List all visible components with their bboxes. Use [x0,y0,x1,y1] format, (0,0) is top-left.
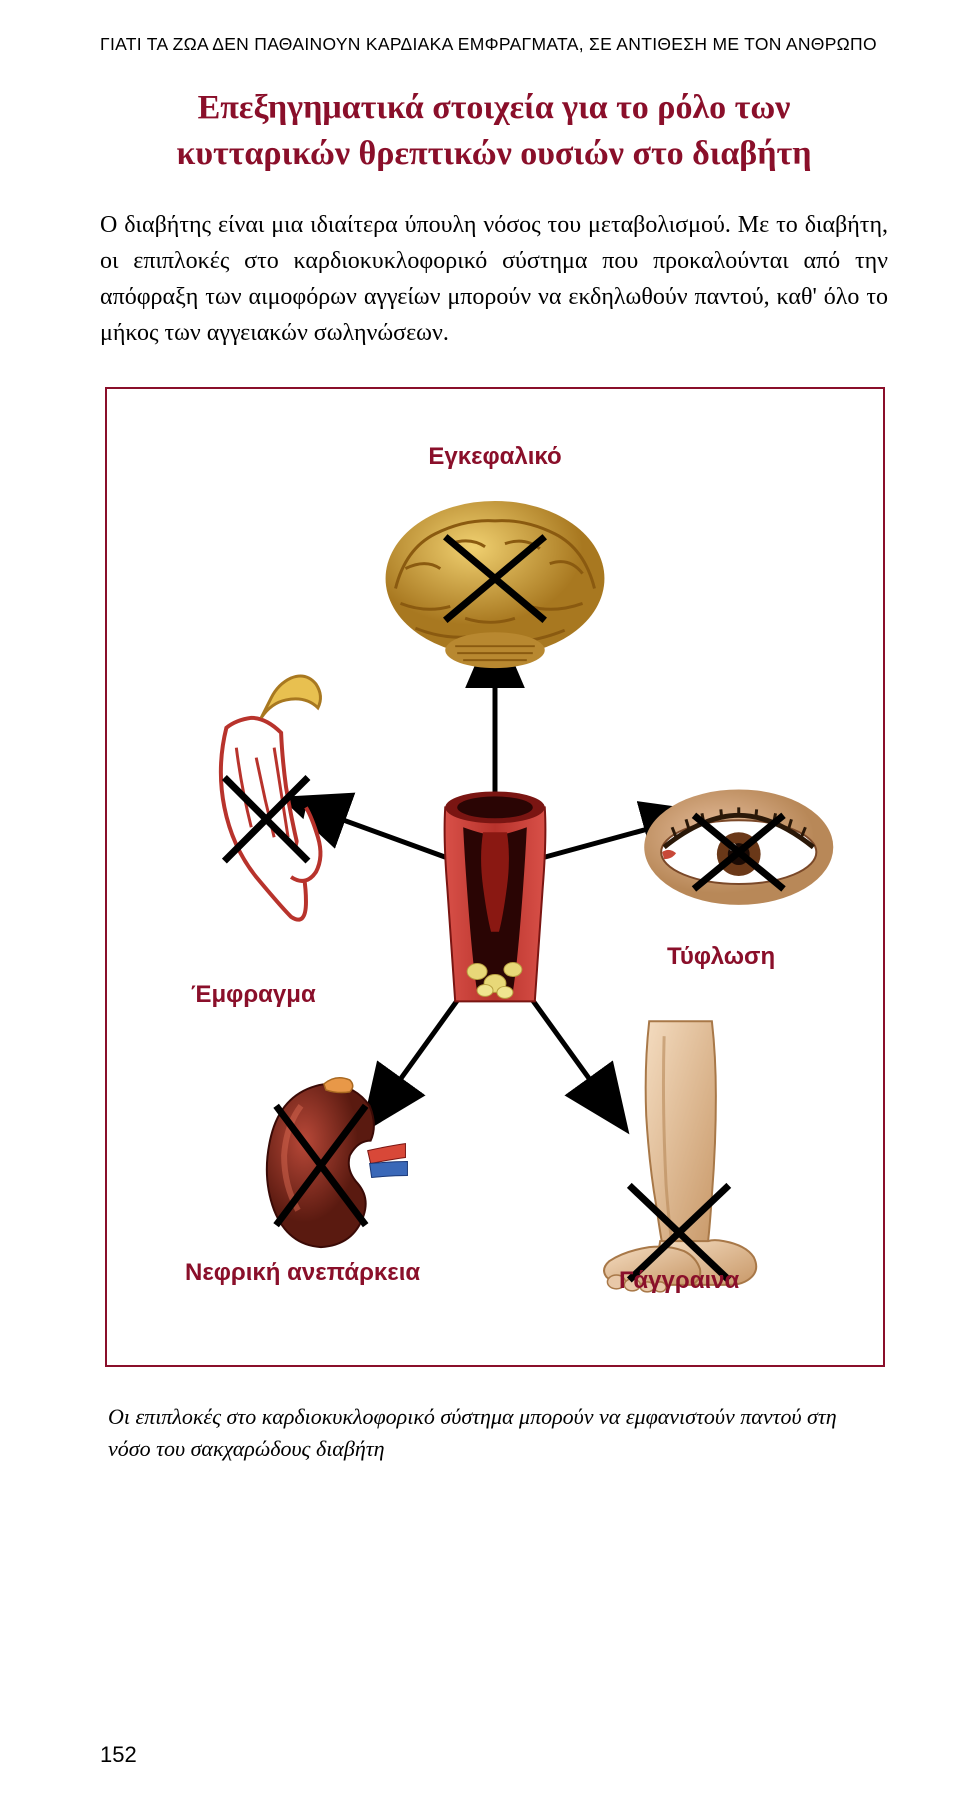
foot-illustration [604,1021,756,1292]
kidney-illustration [267,1077,408,1246]
eye-illustration [644,789,833,904]
brain-illustration [386,501,605,668]
title-line-2: κυτταρικών θρεπτικών ουσιών στο διαβήτη [176,135,811,172]
label-foot: Γάγγραινα [619,1267,739,1295]
running-header: ΓΙΑΤΙ ΤΑ ΖΩΑ ΔΕΝ ΠΑΘΑΙΝΟΥΝ ΚΑΡΔΙΑΚΑ ΕΜΦΡ… [100,34,888,55]
figure-caption: Οι επιπλοκές στο καρδιοκυκλοφορικό σύστη… [108,1401,878,1465]
artery-illustration [445,791,546,1001]
label-kidney: Νεφρική ανεπάρκεια [185,1259,420,1287]
arrow-to-kidney [396,996,461,1086]
page-number: 152 [100,1742,137,1768]
arrow-to-heart [336,817,445,857]
arrow-to-foot [530,996,595,1086]
heart-illustration [221,676,321,920]
diagram-frame: Εγκεφαλικό Έμφραγμα Τύφλωση Νεφρική ανεπ… [105,387,885,1367]
label-heart: Έμφραγμα [191,981,316,1009]
complications-diagram [107,389,883,1365]
arrow-to-eye [545,827,654,857]
title-line-1: Επεξηγηματικά στοιχεία για το ρόλο των [198,89,791,126]
label-eye: Τύφλωση [667,943,775,971]
body-paragraph: Ο διαβήτης είναι μια ιδιαίτερα ύπουλη νό… [100,207,888,351]
page-title: Επεξηγηματικά στοιχεία για το ρόλο των κ… [100,85,888,177]
label-brain: Εγκεφαλικό [428,443,561,471]
